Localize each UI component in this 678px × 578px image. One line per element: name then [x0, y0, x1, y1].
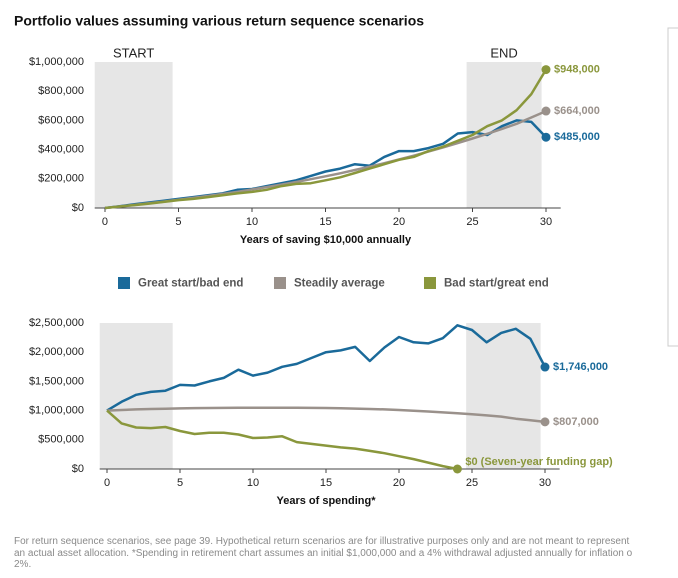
x-tick-label: 15 — [319, 216, 331, 228]
legend-label: Bad start/great end — [444, 278, 549, 290]
y-tick-label: $1,000,000 — [29, 405, 84, 417]
y-tick-label: $600,000 — [38, 114, 84, 126]
footnote-line: an actual asset allocation. *Spending in… — [14, 547, 633, 559]
side-panel — [667, 27, 678, 347]
value-label: $1,746,000 — [553, 361, 608, 373]
x-tick-label: 30 — [540, 216, 552, 228]
x-axis-title: Years of spending* — [276, 495, 376, 507]
region-label: START — [113, 45, 154, 60]
region-label: END — [490, 45, 517, 60]
x-tick-label: 25 — [466, 216, 478, 228]
footnote-line: For return sequence scenarios, see page … — [14, 536, 630, 547]
x-tick-label: 25 — [466, 477, 478, 489]
y-tick-label: $200,000 — [38, 173, 84, 185]
legend-label: Steadily average — [294, 278, 385, 290]
shaded-region — [466, 323, 541, 469]
legend-label: Great start/bad end — [138, 278, 243, 290]
x-tick-label: 5 — [175, 216, 181, 228]
x-tick-label: 20 — [393, 477, 405, 489]
value-label: $485,000 — [554, 131, 600, 143]
legend-swatch — [274, 277, 286, 289]
x-tick-label: 30 — [539, 477, 551, 489]
end-point — [541, 132, 551, 142]
x-tick-label: 0 — [104, 477, 110, 489]
value-label: $948,000 — [554, 63, 600, 75]
series-line — [106, 409, 458, 471]
x-tick-label: 5 — [177, 477, 183, 489]
footnote-line: 2%. — [14, 559, 32, 570]
y-tick-label: $0 — [72, 463, 84, 475]
end-point — [452, 464, 462, 474]
end-point — [540, 417, 550, 427]
legend-swatch — [118, 277, 130, 289]
footnote: For return sequence scenarios, see page … — [14, 536, 678, 571]
y-tick-label: $2,000,000 — [29, 346, 84, 358]
x-tick-label: 20 — [393, 216, 405, 228]
end-point — [541, 106, 551, 116]
y-tick-label: $400,000 — [38, 144, 84, 156]
x-axis-title: Years of saving $10,000 annually — [240, 234, 412, 246]
y-tick-label: $1,500,000 — [29, 375, 84, 387]
y-tick-label: $0 — [72, 202, 84, 214]
x-tick-label: 15 — [320, 477, 332, 489]
series-line — [104, 68, 548, 210]
y-tick-label: $1,000,000 — [29, 56, 84, 68]
figure: Portfolio values assuming various return… — [14, 13, 678, 507]
value-label: $664,000 — [554, 105, 600, 117]
end-point — [540, 362, 550, 372]
series-line — [106, 406, 546, 424]
x-tick-label: 10 — [247, 477, 259, 489]
value-label: $0 (Seven-year funding gap) — [465, 456, 613, 468]
x-tick-label: 10 — [246, 216, 258, 228]
value-label: $807,000 — [553, 416, 599, 428]
end-point — [541, 65, 551, 75]
x-tick-label: 0 — [102, 216, 108, 228]
shaded-region — [94, 62, 173, 208]
legend-swatch — [424, 277, 436, 289]
y-tick-label: $500,000 — [38, 434, 84, 446]
y-tick-label: $2,500,000 — [29, 317, 84, 329]
figure-title: Portfolio values assuming various return… — [14, 13, 424, 29]
y-tick-label: $800,000 — [38, 85, 84, 97]
series-line — [106, 324, 547, 412]
shaded-region — [466, 62, 542, 208]
